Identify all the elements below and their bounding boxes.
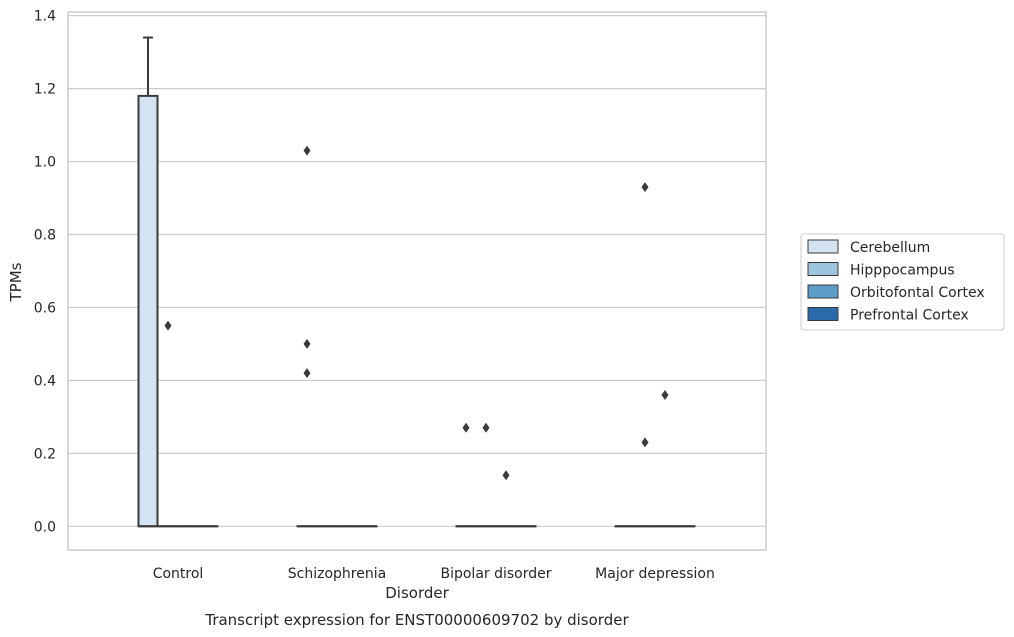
y-tick-label: 0.8 (34, 227, 56, 243)
legend-label: Orbitofontal Cortex (850, 285, 985, 301)
outlier-point (303, 338, 311, 349)
legend-item: Prefrontal Cortex (807, 307, 969, 324)
legend-frame (800, 233, 1005, 331)
legend-swatch (807, 262, 839, 276)
outlier-point (482, 422, 490, 433)
gridlines (68, 15, 766, 527)
outlier-point (303, 145, 311, 156)
legend-label: Hipppocampus (850, 263, 955, 279)
outlier-point (164, 320, 172, 331)
outlier-point (661, 389, 669, 400)
y-axis-label: TPMs (7, 262, 25, 302)
legend-swatch (807, 307, 839, 321)
x-tick-label: Bipolar disorder (440, 566, 551, 582)
boxes (137, 36, 696, 528)
outliers (164, 145, 669, 481)
y-axis-ticks: 0.0 0.2 0.4 0.6 0.8 1.0 1.2 1.4 (34, 9, 56, 536)
legend-item: Cerebellum (807, 239, 930, 256)
box-body (137, 94, 159, 528)
x-tick-label: Major depression (595, 566, 715, 582)
y-tick-label: 1.4 (34, 9, 56, 25)
legend-item: Orbitofontal Cortex (807, 284, 985, 301)
y-tick-label: 1.0 (34, 155, 56, 171)
y-tick-label: 0.0 (34, 519, 56, 535)
y-tick-label: 1.2 (34, 82, 56, 98)
outlier-point (462, 422, 470, 433)
legend-swatch (807, 239, 839, 254)
legend: Cerebellum Hipppocampus Orbitofontal Corte… (800, 233, 1005, 331)
box (137, 36, 159, 528)
plot-frame (67, 11, 767, 551)
x-tick-label: Control (153, 566, 204, 582)
y-tick-label: 0.4 (34, 373, 56, 389)
outlier-point (641, 182, 649, 193)
outlier-point (502, 470, 510, 481)
x-axis-ticks: Control Schizophrenia Bipolar disorder Majo… (153, 566, 715, 582)
legend-label: Prefrontal Cortex (850, 308, 969, 324)
legend-items: Cerebellum Hipppocampus Orbitofontal Corte… (807, 239, 985, 324)
legend-swatch (807, 284, 839, 299)
legend-item: Hipppocampus (807, 262, 955, 279)
legend-label: Cerebellum (850, 240, 930, 256)
y-tick-label: 0.2 (34, 446, 56, 462)
outlier-point (641, 437, 649, 448)
y-tick-label: 0.6 (34, 300, 56, 316)
outlier-point (303, 368, 311, 379)
chart-caption: Transcript expression for ENST0000060970… (204, 611, 629, 629)
x-axis-label: Disorder (385, 584, 449, 602)
x-tick-label: Schizophrenia (288, 566, 386, 582)
